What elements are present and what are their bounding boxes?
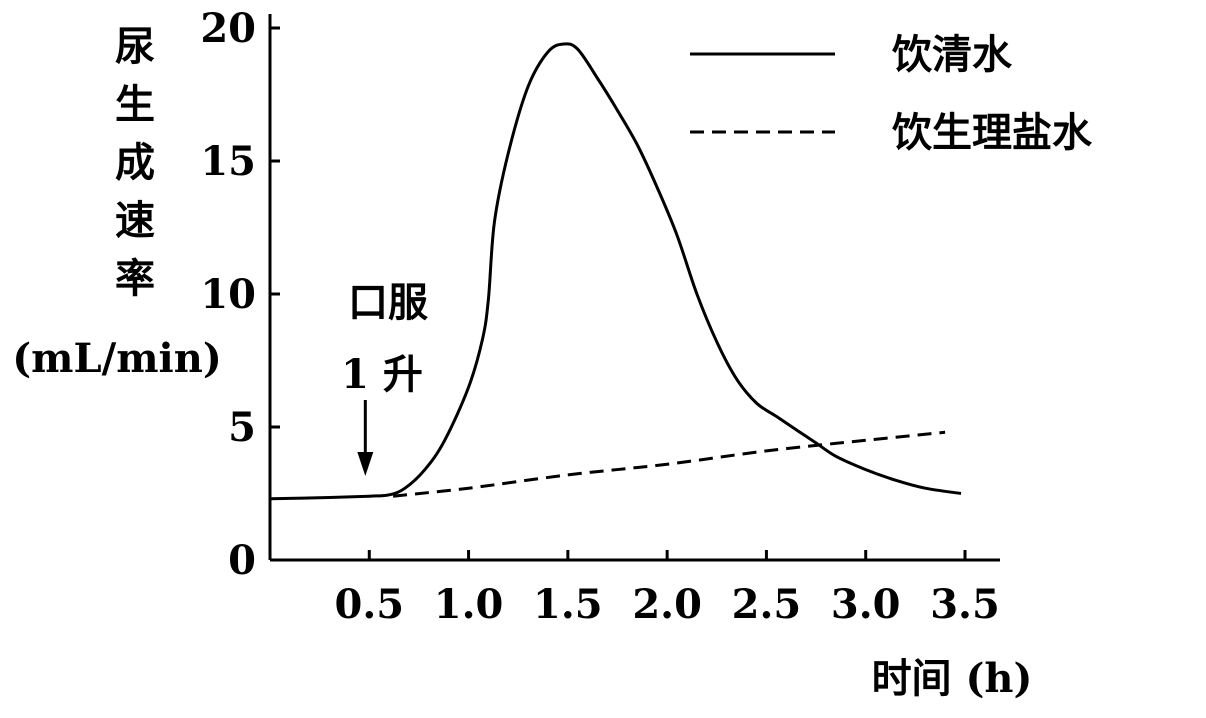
series-line-1 [392,430,946,498]
annotation-text-1: 口服 [348,279,428,326]
x-tick-label: 1.0 [434,581,504,628]
x-tick-label: 1.5 [533,581,603,628]
annotation: 口服 1 升 [341,279,428,476]
x-tick-label: 2.5 [732,581,802,628]
x-tick-label: 3.0 [831,581,901,628]
y-tick-label: 15 [200,138,256,185]
annotation-arrow-head [357,452,374,476]
y-tick-label: 5 [228,404,256,451]
y-label-char: 生 [115,81,155,128]
y-axis-unit: (mL/min) [12,335,222,382]
y-label-char: 尿 [115,23,155,70]
axes [268,14,1000,562]
y-tick-label: 0 [228,537,256,584]
series-line-0 [269,42,962,501]
x-tick-label: 0.5 [334,581,404,628]
x-tick-label: 3.5 [930,581,1000,628]
annotation-text-2: 1 升 [341,351,423,398]
y-tick-label: 10 [200,271,256,318]
x-ticks: 0.5 1.0 1.5 2.0 2.5 3.0 3.5 [334,550,1000,628]
legend-label-1: 饮生理盐水 [892,109,1093,156]
x-axis-label: 时间 (h) [872,655,1033,702]
y-ticks: 0 5 10 15 20 [200,5,280,584]
x-tick-label: 2.0 [632,581,702,628]
y-label-char: 速 [115,197,155,244]
series-lines [269,42,962,501]
legend-label-0: 饮清水 [892,31,1013,78]
y-label-char: 率 [115,255,155,302]
y-tick-label: 20 [200,5,256,52]
y-label-char: 成 [115,139,155,186]
